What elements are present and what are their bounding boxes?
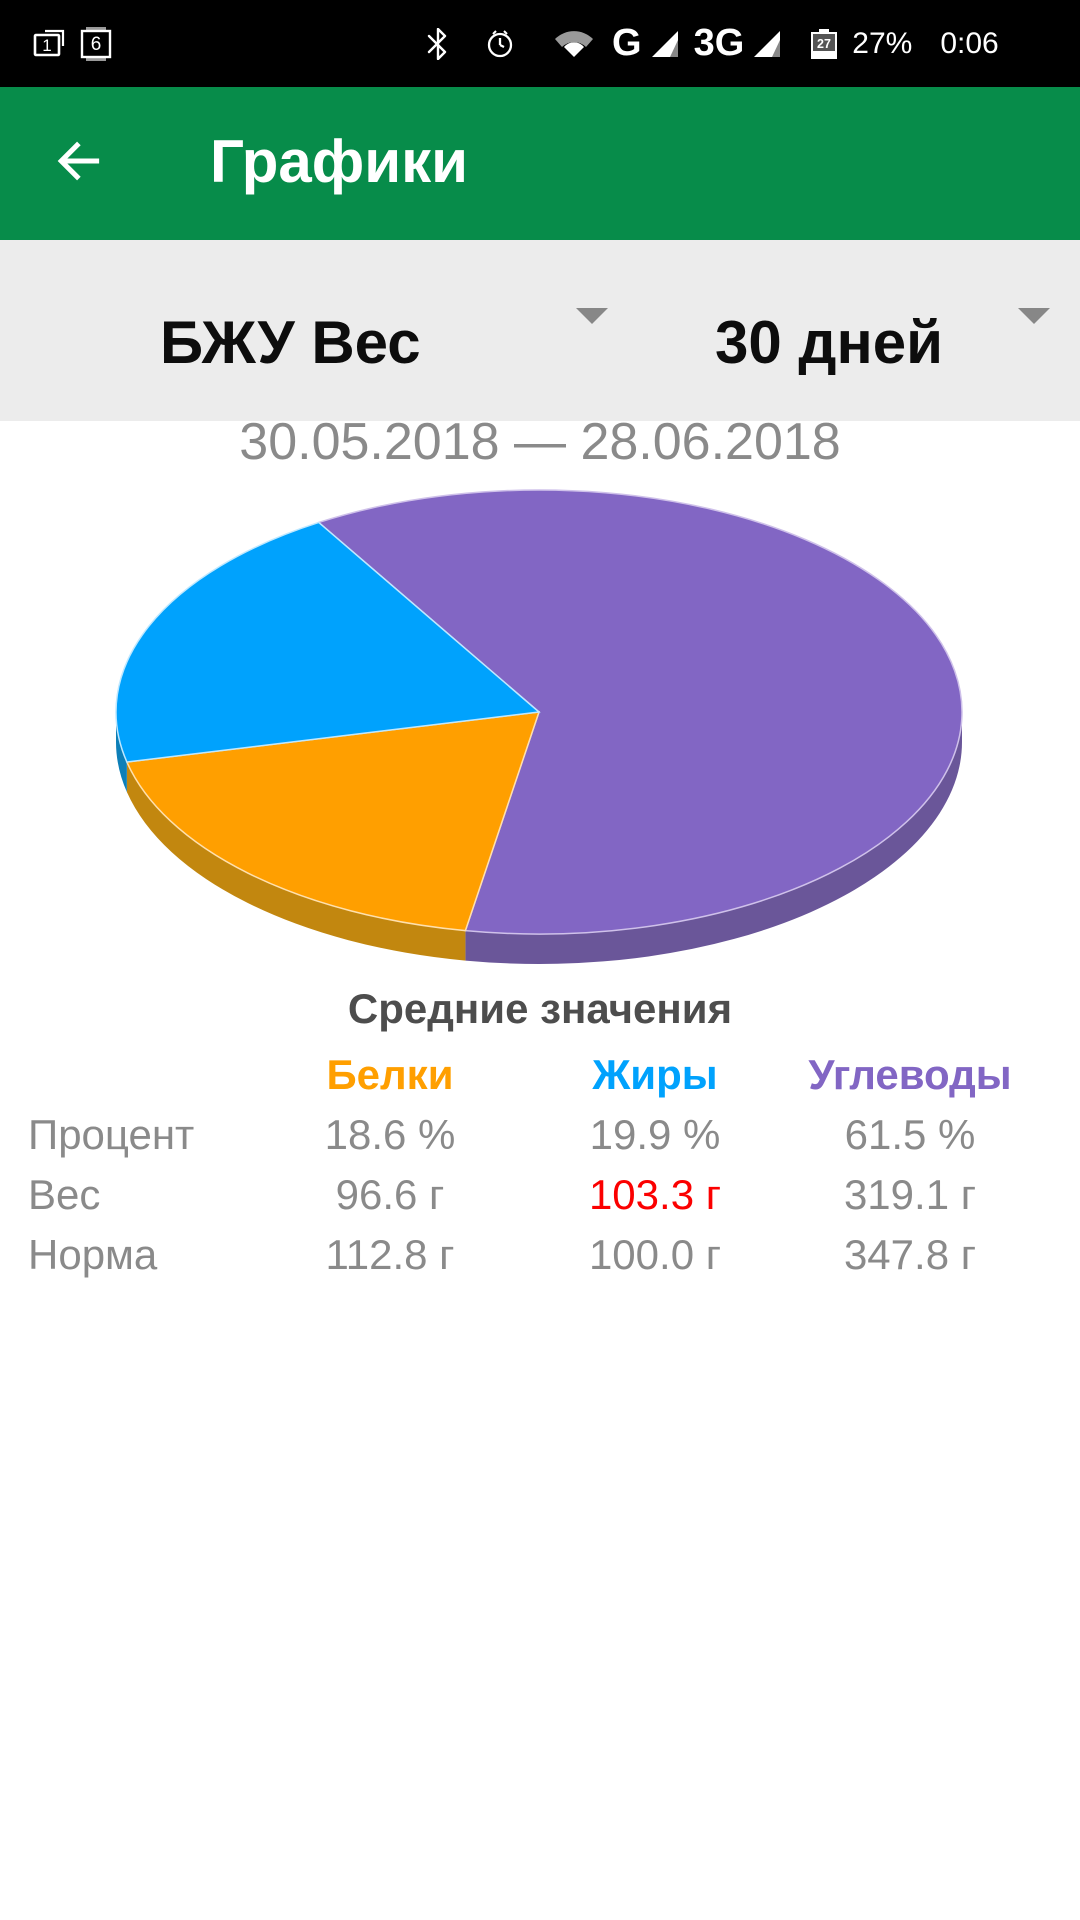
svg-text:6: 6 xyxy=(91,34,102,55)
svg-text:1: 1 xyxy=(42,36,51,55)
svg-text:27: 27 xyxy=(817,37,831,51)
